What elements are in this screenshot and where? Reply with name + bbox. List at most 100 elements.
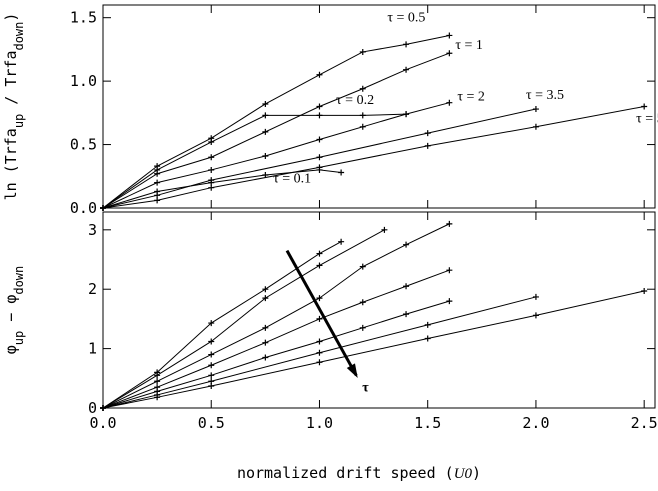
point-marker — [403, 66, 410, 73]
point-marker — [154, 166, 161, 173]
y-axis-label-part: up — [12, 331, 26, 345]
x-axis-label-part: U0 — [454, 466, 473, 482]
x-tick-label: 0.5 — [198, 414, 225, 432]
x-tick-label: 1.0 — [306, 414, 333, 432]
point-marker — [359, 324, 366, 331]
y-axis-label-part: − φ — [2, 295, 20, 331]
series-line — [102, 106, 645, 209]
point-marker — [316, 154, 323, 161]
point-marker — [403, 111, 410, 118]
point-marker — [262, 354, 269, 361]
point-marker — [359, 112, 366, 119]
y-tick-label: 1 — [88, 340, 97, 358]
point-marker — [262, 172, 269, 179]
point-marker — [338, 238, 345, 245]
point-marker — [446, 50, 453, 57]
point-marker — [641, 287, 648, 294]
point-marker — [359, 48, 366, 55]
plot-frame — [102, 211, 656, 409]
point-marker — [532, 293, 539, 300]
y-tick-label: 0 — [88, 399, 97, 417]
point-marker — [316, 262, 323, 269]
series-label: τ = 0.1 — [273, 171, 311, 186]
y-axis-label-part: ) — [2, 13, 20, 22]
series-line — [102, 52, 450, 209]
point-marker — [446, 32, 453, 39]
y-tick-label: 1.5 — [70, 9, 97, 27]
point-marker — [446, 298, 453, 305]
point-marker — [262, 286, 269, 293]
point-marker — [532, 312, 539, 319]
point-marker — [403, 283, 410, 290]
point-marker — [208, 338, 215, 345]
point-marker — [316, 71, 323, 78]
point-marker — [208, 139, 215, 146]
point-marker — [316, 166, 323, 173]
point-marker — [262, 152, 269, 159]
point-marker — [262, 324, 269, 331]
point-marker — [154, 378, 161, 385]
point-marker — [424, 335, 431, 342]
point-marker — [424, 130, 431, 137]
point-marker — [316, 103, 323, 110]
y-axis-label-part: / Trfa — [2, 51, 20, 114]
y-axis-label-part: ln (Trfa — [2, 128, 20, 200]
y-tick-label: 3 — [88, 221, 97, 239]
point-marker — [208, 166, 215, 173]
point-marker — [424, 142, 431, 149]
point-marker — [316, 315, 323, 322]
y-tick-label: 1.0 — [70, 72, 97, 90]
series-line — [102, 229, 385, 409]
point-marker — [154, 179, 161, 186]
point-marker — [446, 220, 453, 227]
point-marker — [100, 405, 106, 411]
y-axis-label: ln (Trfaup / Trfadown) — [2, 13, 26, 201]
point-marker — [154, 372, 161, 379]
series-line — [102, 108, 537, 209]
point-marker — [154, 197, 161, 204]
point-marker — [154, 188, 161, 195]
series-line — [102, 34, 450, 209]
series-line — [102, 296, 537, 409]
x-tick-label: 0.0 — [89, 414, 116, 432]
point-marker — [641, 103, 648, 110]
point-marker — [262, 339, 269, 346]
y-axis-label-part: down — [12, 22, 26, 51]
y-tick-label: 0.5 — [70, 136, 97, 154]
series-line — [102, 223, 450, 409]
point-marker — [338, 169, 345, 176]
point-marker — [403, 311, 410, 318]
point-marker — [316, 250, 323, 257]
series-label: τ = 2 — [457, 90, 485, 105]
point-marker — [208, 320, 215, 327]
point-marker — [424, 321, 431, 328]
point-marker — [446, 99, 453, 106]
y-axis-label-part: up — [12, 114, 26, 128]
point-marker — [208, 179, 215, 186]
series-line — [102, 241, 342, 409]
point-marker — [262, 128, 269, 135]
x-axis-label-part: normalized drift speed ( — [237, 464, 454, 482]
annotation-arrowhead — [346, 363, 358, 378]
point-marker — [100, 205, 106, 211]
point-marker — [316, 338, 323, 345]
point-marker — [262, 100, 269, 107]
series-label: τ = 0.2 — [336, 93, 374, 108]
y-tick-label: 2 — [88, 280, 97, 298]
series-line — [102, 102, 450, 209]
point-marker — [403, 241, 410, 248]
point-marker — [208, 184, 215, 191]
point-marker — [262, 112, 269, 119]
series-line — [102, 169, 342, 209]
x-tick-label: 2.5 — [631, 414, 658, 432]
point-marker — [359, 85, 366, 92]
point-marker — [532, 106, 539, 113]
point-marker — [208, 362, 215, 369]
y-axis-label-part: down — [12, 266, 26, 295]
series-label: τ = 1 — [455, 38, 483, 53]
point-marker — [208, 383, 215, 390]
point-marker — [532, 123, 539, 130]
annotation-arrow — [285, 249, 358, 377]
series-line — [102, 300, 450, 409]
point-marker — [316, 359, 323, 366]
